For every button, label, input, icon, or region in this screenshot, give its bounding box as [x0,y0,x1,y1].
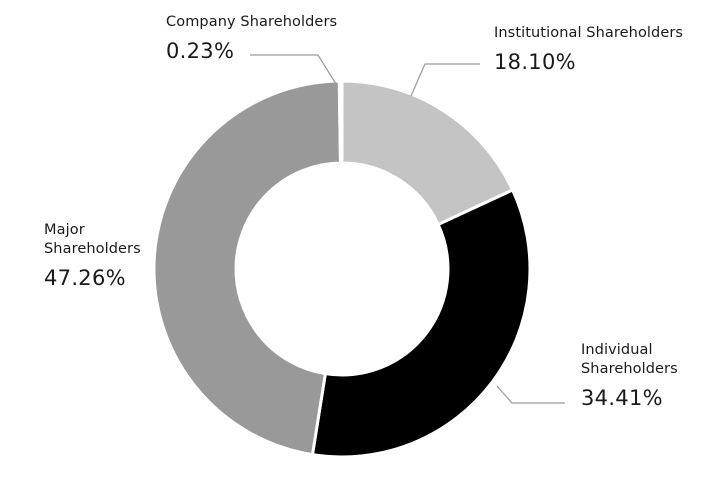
slice-value-individual: 34.41% [581,386,663,410]
slice-label-major: Major Shareholders [44,222,141,257]
donut-slice-2 [152,79,342,457]
slice-value-company: 0.23% [166,39,235,63]
slice-label-individual: Individual Shareholders [581,342,678,377]
label-institutional-shareholders: Institutional Shareholders 18.10% [494,24,683,76]
leader-line-1 [496,385,565,404]
donut-slices [152,79,532,459]
label-company-shareholders: Company Shareholders 0.23% [166,13,337,65]
donut-slice-1 [310,188,532,459]
slice-value-institutional: 18.10% [494,50,576,74]
leader-line-0 [410,63,480,97]
donut-slice-3 [337,79,344,165]
slice-label-company: Company Shareholders [166,14,338,30]
label-individual-shareholders: Individual Shareholders 34.41% [581,341,678,412]
leader-line-2 [250,54,337,85]
leader-lines [250,54,565,404]
label-major-shareholders: Major Shareholders 47.26% [44,221,141,292]
slice-label-institutional: Institutional Shareholders [494,25,684,41]
slice-value-major: 47.26% [44,266,126,290]
